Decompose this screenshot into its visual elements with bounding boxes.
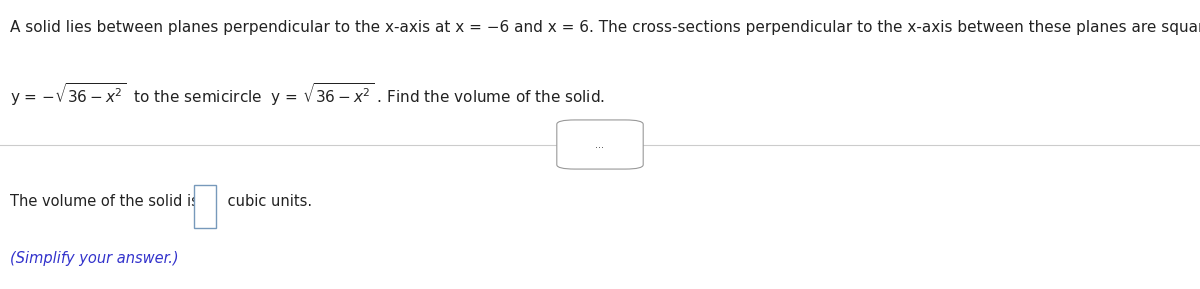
FancyBboxPatch shape (557, 120, 643, 169)
Text: ...: ... (595, 140, 605, 149)
Text: The volume of the solid is: The volume of the solid is (10, 194, 198, 209)
Text: A solid lies between planes perpendicular to the x-axis at x = −6 and x = 6. The: A solid lies between planes perpendicula… (10, 20, 1200, 35)
Text: cubic units.: cubic units. (223, 194, 312, 209)
Text: (Simplify your answer.): (Simplify your answer.) (10, 251, 179, 266)
FancyBboxPatch shape (194, 185, 216, 228)
Text: y = $-\sqrt{36-x^2}$  to the semicircle  y = $\sqrt{36-x^2}$ . Find the volume o: y = $-\sqrt{36-x^2}$ to the semicircle y… (10, 81, 605, 108)
